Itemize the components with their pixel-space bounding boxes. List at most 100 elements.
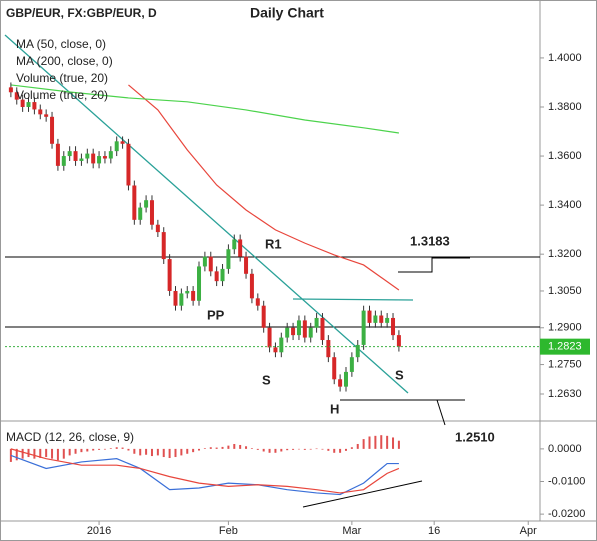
histogram-bar	[127, 448, 130, 451]
y-tick-label: 1.3400	[548, 199, 582, 211]
histogram-bar	[233, 443, 236, 449]
candle-body	[20, 99, 25, 107]
histogram-bar	[145, 448, 148, 455]
histogram-bar	[115, 447, 118, 449]
chart-title: Daily Chart	[250, 5, 324, 21]
candle-body	[302, 320, 307, 338]
histogram-bar	[339, 448, 342, 453]
histogram-bar	[192, 448, 195, 453]
candle-body	[373, 315, 378, 323]
candle-body	[67, 151, 72, 157]
histogram-bar	[174, 448, 177, 458]
candle-body	[314, 317, 319, 328]
candle-body	[261, 305, 266, 328]
macd-divergence-line	[302, 480, 423, 508]
histogram-bar	[180, 448, 183, 456]
candle-body	[202, 256, 207, 267]
histogram-bar	[198, 448, 201, 451]
candle-body	[126, 143, 131, 186]
candle-body	[367, 310, 372, 323]
histogram-bar	[362, 439, 365, 449]
candle-body	[61, 156, 66, 166]
histogram-bar	[386, 435, 389, 449]
series-line	[10, 84, 399, 134]
neckline	[292, 298, 414, 301]
y-tick-label: 0.0000	[548, 443, 582, 455]
histogram-bar	[292, 448, 295, 450]
legend-entry: MA (200, close, 0)	[16, 54, 113, 68]
histogram-bar	[239, 444, 242, 449]
histogram-bar	[80, 448, 83, 453]
candle-body	[285, 327, 290, 338]
histogram-bar	[27, 448, 30, 458]
histogram-bar	[109, 448, 112, 449]
y-tick-label: 1.2630	[548, 388, 582, 400]
histogram-bar	[356, 443, 359, 449]
candle-body	[26, 102, 31, 107]
y-tick-label: 1.3800	[548, 101, 582, 113]
candle-body	[379, 315, 384, 323]
histogram-bar	[380, 435, 383, 449]
series-line	[128, 84, 400, 291]
candle-body	[149, 200, 154, 225]
histogram-bar	[162, 448, 165, 458]
histogram-bar	[62, 448, 65, 459]
histogram-bar	[256, 448, 259, 450]
legend-entry: Volume (true, 20)	[16, 71, 108, 85]
candle-body	[238, 239, 243, 257]
candle-body	[355, 344, 360, 358]
candle-body	[91, 153, 96, 164]
candle-body	[97, 156, 102, 164]
candle-body	[226, 249, 231, 269]
candle-body	[8, 87, 13, 93]
candle-body	[44, 114, 49, 117]
candle-body	[50, 116, 55, 144]
candle-body	[349, 357, 354, 372]
candle-body	[102, 156, 107, 159]
histogram-bar	[45, 448, 48, 458]
y-tick-label: 1.3050	[548, 285, 582, 297]
histogram-bar	[86, 448, 89, 452]
candle-body	[73, 151, 78, 161]
macd-title: MACD (12, 26, close, 9)	[6, 430, 134, 444]
histogram-bar	[280, 448, 283, 452]
candle-body	[85, 153, 90, 159]
candle-body	[132, 185, 137, 220]
histogram-bar	[139, 448, 142, 456]
annotation: PP	[207, 307, 225, 322]
histogram-bar	[397, 440, 400, 449]
histogram-bar	[15, 448, 18, 461]
candle-body	[296, 320, 301, 336]
candle-body	[332, 357, 337, 380]
histogram-bar	[150, 448, 153, 457]
symbol-title: GBP/EUR, FX:GBP/EUR, D	[6, 6, 157, 20]
y-tick-label: -0.0200	[548, 508, 585, 520]
histogram-bar	[245, 446, 248, 449]
candle-body	[279, 337, 284, 353]
candle-body	[144, 200, 149, 208]
candle-body	[220, 268, 225, 282]
last-price-label: 1.2823	[548, 341, 582, 353]
candle-body	[197, 266, 202, 301]
candle-body	[55, 143, 60, 166]
legend-entry: Volume (true, 20)	[16, 88, 108, 102]
callout-1	[398, 257, 470, 273]
histogram-bar	[297, 448, 300, 450]
histogram-bar	[350, 447, 353, 449]
candle-body	[108, 151, 113, 159]
x-tick-label: Feb	[219, 525, 238, 537]
histogram-bar	[221, 446, 224, 449]
histogram-bar	[309, 448, 312, 450]
histogram-bar	[56, 448, 59, 461]
candle-body	[249, 273, 254, 299]
histogram-bar	[250, 448, 253, 449]
candle-body	[244, 256, 249, 274]
legend-entry: MA (50, close, 0)	[16, 37, 106, 51]
candle-body	[191, 290, 196, 301]
candle-body	[173, 290, 178, 306]
histogram-bar	[215, 447, 218, 449]
candle-body	[14, 92, 19, 100]
candle-body	[320, 317, 325, 341]
histogram-bar	[374, 435, 377, 449]
